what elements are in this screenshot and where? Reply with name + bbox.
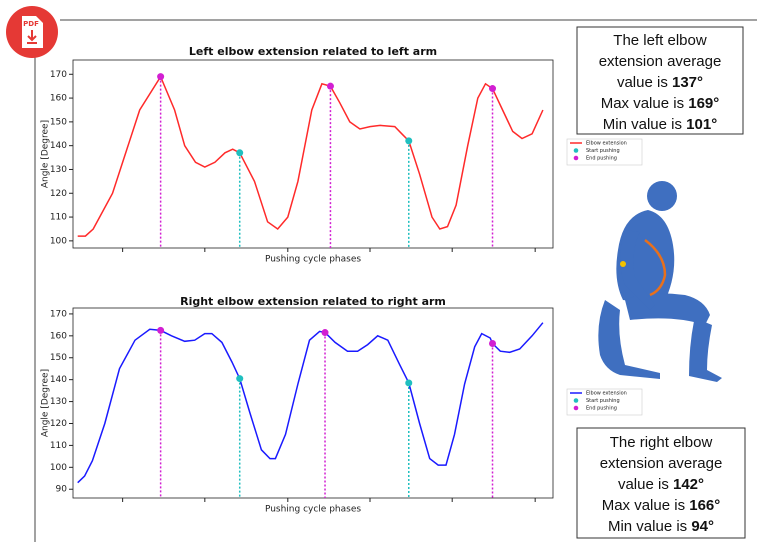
summary-text: extension average	[599, 53, 722, 70]
point-marker	[236, 375, 244, 383]
legend-label: Elbow extension	[586, 391, 627, 397]
summary-text: Max value is	[601, 95, 689, 112]
x-axis-label: Pushing cycle phases	[265, 505, 361, 515]
summary-line: The left elbow	[613, 32, 707, 49]
y-tick-label: 170	[50, 70, 67, 80]
legend-swatch	[573, 155, 579, 161]
figure-arm	[620, 230, 655, 310]
plot-frame	[72, 59, 554, 249]
data-line	[77, 75, 544, 237]
summary-line: extension average	[600, 455, 723, 472]
summary-line: value is 142°	[618, 476, 704, 493]
figure-thigh	[625, 293, 710, 325]
y-tick-label: 100	[50, 463, 67, 473]
pdf-icon[interactable]: PDF	[6, 6, 58, 58]
summary-value: 101°	[686, 116, 717, 133]
point-marker	[326, 82, 334, 90]
y-tick-label: 120	[50, 419, 67, 429]
y-tick-label: 100	[50, 236, 67, 246]
legend-label: End pushing	[586, 406, 617, 412]
chart-title: Right elbow extension related to right a…	[180, 295, 446, 308]
summary-line: value is 137°	[617, 74, 703, 91]
summary-value: 166°	[689, 497, 720, 514]
y-tick-label: 110	[50, 213, 67, 223]
summary-line: Max value is 166°	[602, 497, 721, 514]
summary-text: Min value is	[608, 518, 691, 535]
y-tick-label: 90	[56, 485, 68, 495]
y-tick-label: 130	[50, 165, 67, 175]
y-tick-label: 150	[50, 117, 67, 127]
legend-swatch	[573, 148, 579, 153]
right-summary-box	[576, 427, 746, 539]
summary-value: 94°	[691, 518, 714, 535]
angle-arc	[644, 239, 667, 297]
y-tick-label: 110	[50, 441, 67, 451]
y-tick-label: 140	[50, 141, 67, 151]
y-tick-label: 120	[50, 189, 67, 199]
point-marker	[321, 329, 329, 337]
legend-label: End pushing	[586, 156, 617, 162]
pdf-icon-arrow	[27, 30, 37, 44]
y-tick-label: 140	[50, 375, 67, 385]
figure-other-leg	[598, 300, 660, 379]
body-figure	[598, 181, 722, 382]
summary-text: value is	[617, 74, 672, 91]
point-marker	[157, 326, 165, 334]
summary-value: 169°	[688, 95, 719, 112]
point-marker	[157, 73, 165, 81]
summary-text: The left elbow	[613, 32, 707, 49]
point-marker	[489, 85, 497, 93]
legend-swatch	[573, 398, 579, 403]
summary-line: The right elbow	[610, 434, 713, 451]
y-tick-label: 160	[50, 94, 67, 104]
legend-swatch	[573, 405, 579, 411]
plot-frame	[72, 307, 554, 499]
point-marker	[405, 137, 413, 145]
y-tick-label: 130	[50, 397, 67, 407]
summary-text: The right elbow	[610, 434, 713, 451]
x-axis-label: Pushing cycle phases	[265, 255, 361, 265]
chart-title: Left elbow extension related to left arm	[189, 45, 437, 58]
summary-text: Min value is	[603, 116, 686, 133]
figure-leg	[689, 320, 722, 382]
legend-label: Start pushing	[586, 148, 620, 154]
summary-line: extension average	[599, 53, 722, 70]
summary-value: 142°	[673, 476, 704, 493]
pdf-icon-label: PDF	[23, 20, 39, 28]
summary-text: value is	[618, 476, 673, 493]
point-marker	[489, 340, 497, 348]
summary-line: Min value is 94°	[608, 518, 714, 535]
summary-line: Min value is 101°	[603, 116, 717, 133]
data-line	[77, 322, 544, 484]
summary-line: Max value is 169°	[601, 95, 720, 112]
elbow-joint	[620, 261, 626, 267]
legend-label: Elbow extension	[586, 141, 627, 147]
left-summary-box	[576, 26, 744, 135]
y-axis-label: Angle [Degree]	[41, 369, 51, 437]
point-marker	[236, 149, 244, 157]
figure-head	[647, 181, 677, 211]
summary-value: 137°	[672, 74, 703, 91]
y-tick-label: 160	[50, 331, 67, 341]
point-marker	[405, 379, 413, 387]
summary-text: Max value is	[602, 497, 690, 514]
y-tick-label: 150	[50, 353, 67, 363]
summary-text: extension average	[600, 455, 723, 472]
legend-label: Start pushing	[586, 398, 620, 404]
y-axis-label: Angle [Degree]	[41, 120, 51, 188]
y-tick-label: 170	[50, 309, 67, 319]
